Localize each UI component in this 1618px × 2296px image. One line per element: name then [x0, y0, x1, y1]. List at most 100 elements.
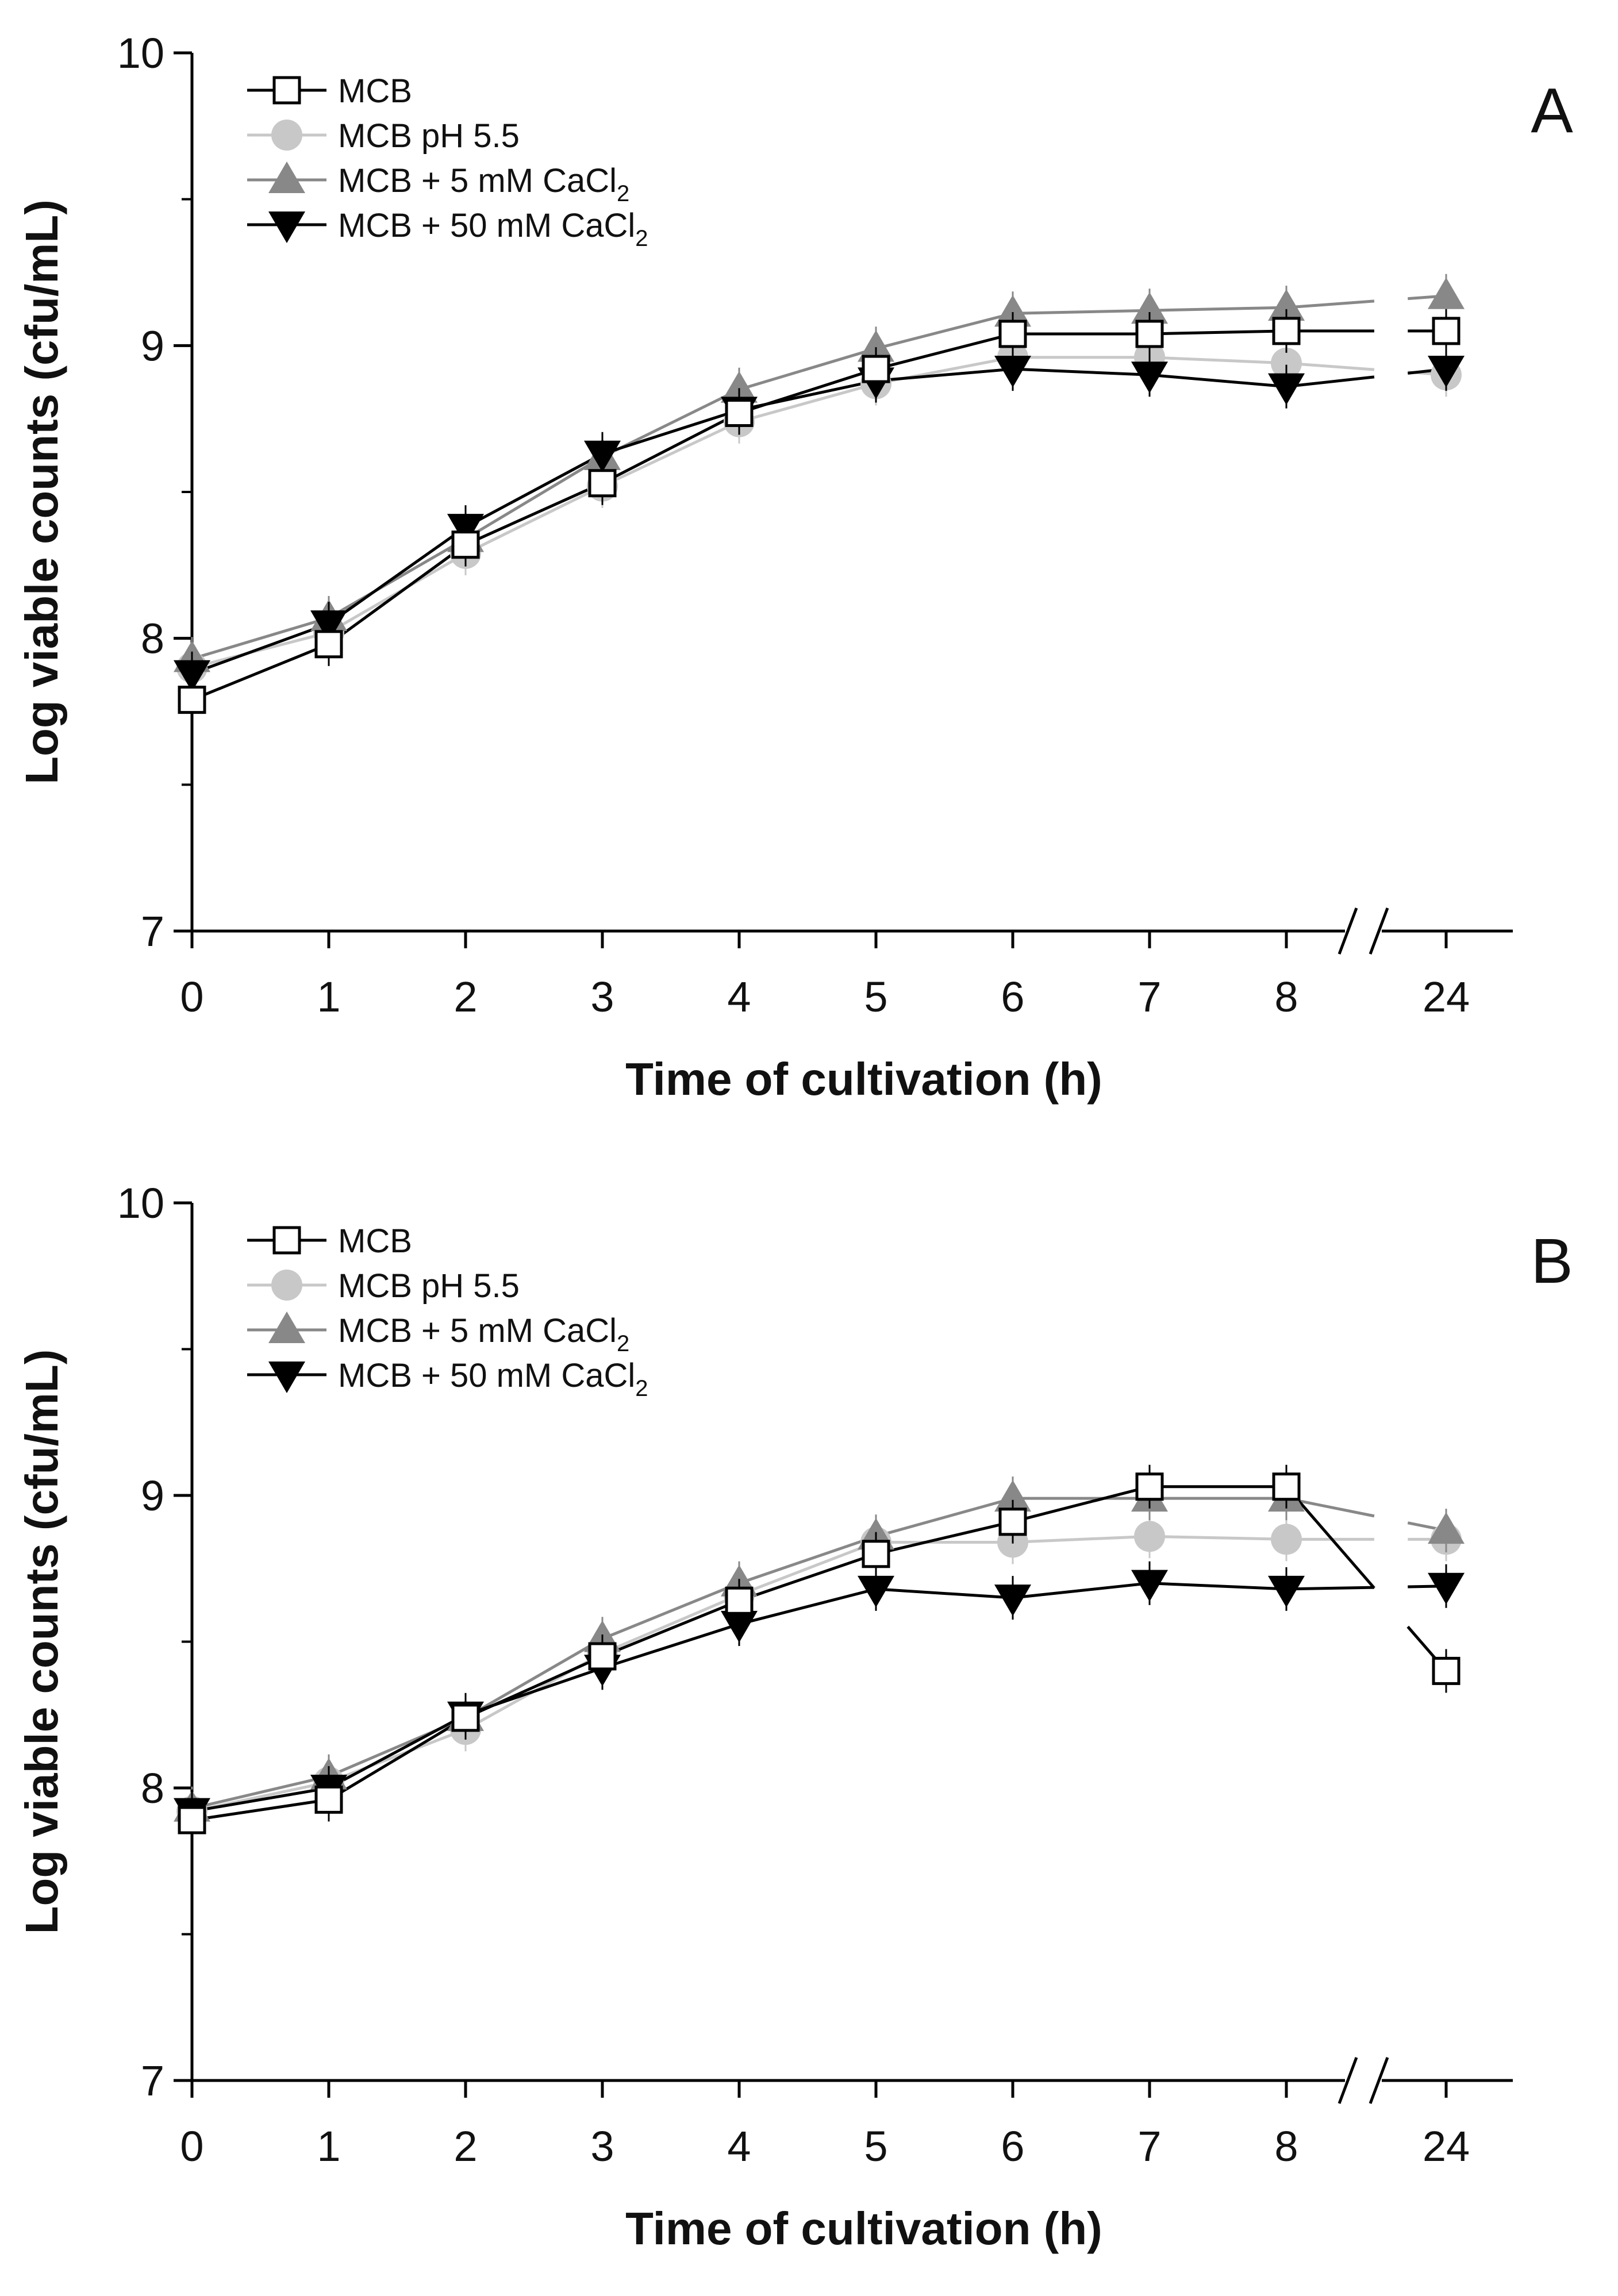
data-point [1268, 289, 1305, 321]
data-point [858, 330, 894, 362]
legend-marker [271, 120, 302, 151]
y-axis-title: Log viable counts (cfu/mL) [16, 199, 67, 784]
legend-label-text: MCB + 5 mM CaCl [338, 1312, 617, 1349]
x-tick-label: 3 [590, 2122, 614, 2170]
data-point [588, 1642, 617, 1671]
y-tick-label: 10 [117, 1179, 164, 1227]
legend-marker [272, 1226, 301, 1255]
data-point [1131, 1570, 1168, 1602]
data-point [1135, 320, 1164, 348]
legend-label-subscript: 2 [635, 226, 648, 251]
series-markers-0 [178, 1464, 1461, 1842]
x-tick-label: 3 [590, 973, 614, 1021]
series-markers-2 [174, 274, 1465, 681]
series-line-break-left [1286, 1586, 1374, 1591]
legend-label: MCB pH 5.5 [338, 1267, 520, 1305]
data-point [1428, 277, 1465, 309]
series-line-0 [191, 329, 1446, 701]
series-line-3 [191, 367, 1447, 675]
legend-marker [268, 1312, 305, 1344]
data-point [862, 355, 890, 383]
x-tick-label: 24 [1423, 973, 1470, 1021]
data-point [1271, 347, 1302, 379]
x-axis-title: Time of cultivation (h) [625, 1053, 1102, 1105]
x-tick-label: 0 [180, 973, 203, 1021]
legend-label: MCB + 5 mM CaCl2 [338, 1312, 629, 1356]
series-line-break-left [1286, 1497, 1375, 1518]
x-tick-label: 8 [1274, 2122, 1298, 2170]
legend-marker [268, 161, 305, 194]
data-point [1432, 317, 1461, 345]
legend-label-text: MCB + 5 mM CaCl [338, 162, 617, 199]
axis-break-mark [1338, 2057, 1358, 2104]
series-line-3 [191, 1582, 1447, 1813]
legend-marker [268, 1361, 305, 1393]
data-point [1428, 356, 1465, 388]
legend-label-text: MCB [338, 1222, 412, 1260]
series-line [191, 1497, 1286, 1810]
data-point [1272, 317, 1301, 345]
series-line-break-left [1285, 1486, 1375, 1589]
y-tick-label: 10 [117, 29, 164, 77]
data-point [584, 440, 621, 472]
x-axis-title: Time of cultivation (h) [625, 2203, 1102, 2254]
x-tick-label: 4 [727, 2122, 751, 2170]
series-line-0 [191, 1485, 1447, 1822]
data-point [994, 1480, 1031, 1512]
data-point [721, 1610, 758, 1643]
data-point [994, 295, 1031, 327]
data-point [1134, 1521, 1165, 1552]
legend-marker [271, 1270, 302, 1301]
series-markers-3 [174, 1561, 1465, 1833]
legend-label: MCB + 50 mM CaCl2 [338, 1357, 648, 1401]
legend-label-text: MCB pH 5.5 [338, 1267, 520, 1305]
legend-label: MCB + 5 mM CaCl2 [338, 162, 629, 206]
x-tick-label: 1 [317, 2122, 340, 2170]
legend-label: MCB [338, 1222, 412, 1260]
data-point [1131, 292, 1168, 324]
legend-label-text: MCB + 50 mM CaCl [338, 207, 635, 244]
x-tick-label: 0 [180, 2122, 203, 2170]
legend-label-subscript: 2 [617, 1331, 629, 1356]
axis-break-mark [1369, 907, 1389, 955]
data-point [178, 686, 206, 714]
axis-break-mark [1338, 907, 1358, 955]
legend-label: MCB + 50 mM CaCl2 [338, 207, 648, 251]
x-tick-label: 2 [453, 2122, 477, 2170]
x-tick-label: 2 [453, 973, 477, 1021]
data-point [174, 660, 210, 692]
x-tick-label: 6 [1001, 973, 1024, 1021]
y-tick-label: 7 [141, 907, 164, 955]
data-point [451, 1703, 480, 1732]
data-point [1428, 1512, 1465, 1544]
data-point [314, 630, 343, 659]
y-tick-label: 7 [141, 2057, 164, 2105]
series-markers-0 [178, 309, 1461, 722]
legend-label: MCB pH 5.5 [338, 117, 520, 155]
y-tick-label: 9 [141, 1472, 164, 1520]
legend-label-subscript: 2 [617, 181, 629, 206]
data-point [725, 1586, 754, 1615]
y-tick-label: 8 [141, 615, 164, 663]
series-line-break-left [1286, 375, 1375, 389]
legend-label-text: MCB pH 5.5 [338, 117, 520, 155]
panel-b: 7 8 9 10 0 1 2 3 4 5 6 7 8 24 Time of cultivation (h) L… [16, 1179, 1573, 2254]
x-tick-label: 4 [727, 973, 751, 1021]
x-tick-label: 8 [1274, 973, 1298, 1021]
data-point [1272, 1472, 1301, 1501]
x-tick-label: 24 [1423, 2122, 1470, 2170]
y-tick-label: 8 [141, 1764, 164, 1812]
x-tick-label: 5 [864, 973, 887, 1021]
data-point [1268, 1575, 1305, 1607]
data-point [178, 1806, 206, 1835]
legend-marker [272, 76, 301, 105]
data-point [1428, 1572, 1465, 1605]
data-point [994, 356, 1031, 388]
x-tick-label: 7 [1137, 973, 1161, 1021]
x-tick-label: 6 [1001, 2122, 1024, 2170]
data-point [1268, 373, 1305, 405]
x-tick-label: 5 [864, 2122, 887, 2170]
y-tick-label: 9 [141, 322, 164, 370]
